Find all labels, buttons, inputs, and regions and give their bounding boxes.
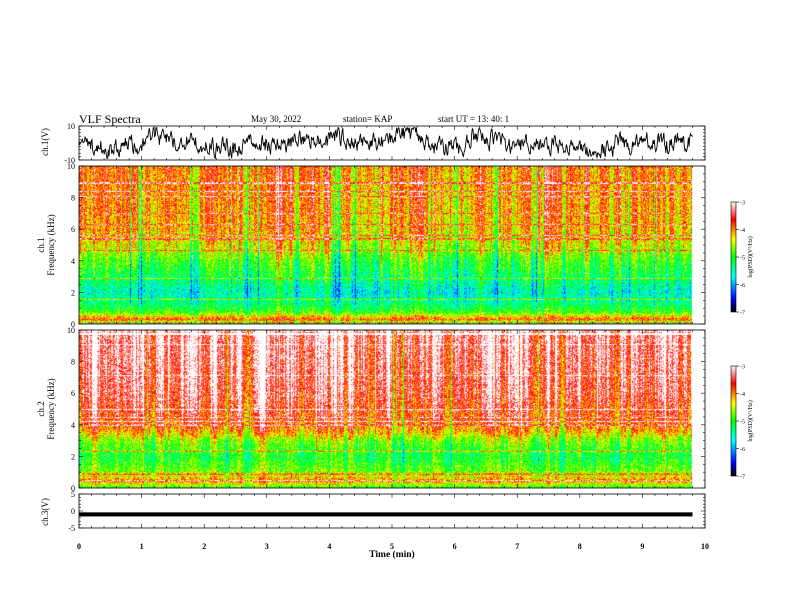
ch1-spectrogram-ylabel: ch.1Frequency (kHz) — [36, 214, 56, 275]
colorbar-tick-label: -3 — [740, 201, 745, 207]
x-tick-label: 0 — [77, 542, 81, 551]
colorbar-tick-label: -7 — [740, 311, 745, 317]
ch3-waveform-frame — [78, 493, 706, 529]
ch3-waveform-ytick-label: -5 — [68, 524, 75, 533]
ch1-colorbar: -3 -4 -5 -6 -7 log(PSD)(V²/Hz) — [730, 201, 754, 317]
ch2-spectrogram-ytick-label: 8 — [71, 358, 75, 367]
x-axis-label: Time (min) — [369, 549, 414, 560]
ch2-spectrogram-image — [79, 330, 705, 488]
ch1-spectrogram-ytick-label: 8 — [71, 194, 75, 203]
ylabel-line: Frequency (kHz) — [46, 378, 56, 439]
x-tick-label: 4 — [327, 542, 331, 551]
start-time-label: start UT = 13: 40: 1 — [438, 114, 510, 124]
ch2-colorbar-gradient — [731, 366, 736, 476]
ylabel-line: ch.1 — [36, 237, 46, 252]
ch2-spectrogram-ytick-label: 2 — [71, 452, 75, 461]
colorbar-tick-label: -4 — [740, 392, 745, 398]
ch1-spectrogram-image — [79, 166, 705, 324]
ch2-spectrogram-ylabel: ch.2Frequency (kHz) — [36, 378, 56, 439]
ch1-waveform-panel — [78, 126, 693, 160]
station-label: station= KAP — [343, 114, 393, 124]
colorbar-tick-label: -6 — [740, 283, 745, 289]
ch1-spectrogram-ytick-label: 10 — [67, 162, 75, 171]
x-tick-label: 6 — [453, 542, 457, 551]
ch1-spectrogram-ytick-label: 0 — [71, 320, 75, 329]
x-tick-label: 9 — [640, 542, 644, 551]
colorbar-tick-label: -6 — [740, 447, 745, 453]
ch3-waveform-band — [79, 512, 693, 517]
ylabel-line: Frequency (kHz) — [46, 214, 56, 275]
ch2-spectrogram-ytick-label: 10 — [67, 326, 75, 335]
ch3-waveform-ytick-label: 5 — [71, 490, 75, 499]
ch2-colorbar: -3 -4 -5 -6 -7 log(PSD)(V²/Hz) — [730, 365, 754, 481]
ch2-spectrogram-ytick-label: 6 — [71, 389, 75, 398]
ch1-waveform-ylabel: ch.1(V) — [40, 128, 50, 156]
ch1-spectrogram-ytick-label: 2 — [71, 288, 75, 297]
x-tick-label: 10 — [701, 542, 709, 551]
x-tick-label: 7 — [515, 542, 519, 551]
x-tick-label: 5 — [390, 542, 394, 551]
ch1-waveform-line — [78, 126, 693, 160]
ch2-spectrogram-ytick-label: 4 — [71, 421, 75, 430]
x-tick-label: 1 — [140, 542, 144, 551]
ch1-colorbar-ticks: -3 -4 -5 -6 -7 — [736, 201, 745, 317]
ylabel-line: ch.2 — [36, 401, 46, 416]
ch2-spectrogram-ytick-label: 0 — [71, 484, 75, 493]
ch1-waveform-ytick-label: -10 — [64, 156, 75, 165]
colorbar-tick-label: -7 — [740, 475, 745, 481]
chart-title: VLF Spectra — [79, 112, 141, 126]
ch1-spectrogram-panel — [79, 166, 705, 324]
colorbar-tick-label: -5 — [740, 256, 745, 262]
colorbar-tick-label: -3 — [740, 365, 745, 371]
ch1-waveform-ytick-label: 10 — [67, 122, 75, 131]
observation-date: May 30, 2022 — [251, 114, 302, 124]
ch3-waveform-ylabel: ch.3(V) — [40, 498, 50, 526]
ch1-spectrogram-ytick-label: 6 — [71, 225, 75, 234]
x-tick-label: 8 — [578, 542, 582, 551]
ch1-colorbar-gradient — [731, 202, 736, 312]
colorbar-tick-label: -4 — [740, 228, 745, 234]
colorbar-tick-label: -5 — [740, 420, 745, 426]
ch2-spectrogram-panel — [79, 330, 705, 488]
ch3-waveform-panel — [79, 512, 693, 517]
ch3-waveform-ytick-label: 0 — [71, 507, 75, 516]
x-tick-label: 2 — [202, 542, 206, 551]
ch1-spectrogram-ytick-label: 4 — [71, 257, 75, 266]
ch2-colorbar-ticks: -3 -4 -5 -6 -7 — [736, 365, 745, 481]
ch1-colorbar-label: log(PSD)(V²/Hz) — [747, 236, 754, 277]
x-tick-label: 3 — [265, 542, 269, 551]
ch2-colorbar-label: log(PSD)(V²/Hz) — [747, 400, 754, 441]
